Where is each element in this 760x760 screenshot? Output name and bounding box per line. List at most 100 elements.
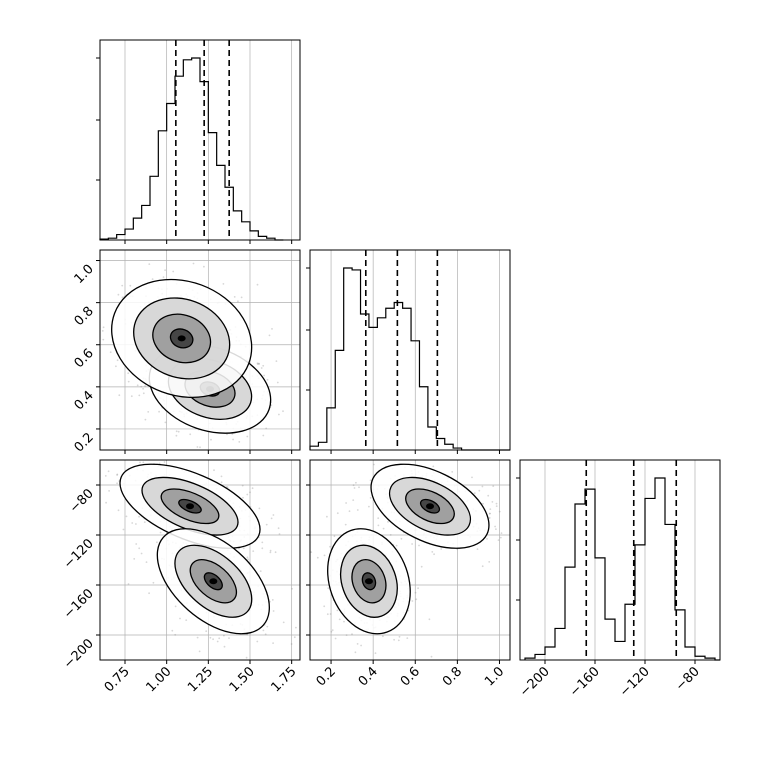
scatter-point [198,650,201,653]
x-tick-label: −120 [617,664,653,700]
scatter-point [179,617,181,620]
scatter-point [223,645,226,648]
histogram-bar [335,350,343,450]
scatter-point [348,510,351,513]
histogram-bar [428,427,436,450]
scatter-point [226,486,229,489]
histogram-bar [605,619,615,660]
histogram-bar [545,647,555,660]
y-tick-label: −160 [61,586,97,622]
scatter-point [237,300,239,303]
scatter-point [393,638,395,641]
histogram-bar [125,229,133,240]
scatter-point [263,374,265,377]
scatter-point [326,515,328,518]
scatter-point [205,630,208,633]
histogram-bar [565,567,575,660]
scatter-point [345,502,347,504]
scatter-point [488,561,491,563]
histogram-bar [150,176,158,240]
scatter-point [418,544,420,547]
scatter-point [109,351,112,354]
scatter-point [290,643,293,645]
scatter-point [129,284,132,287]
scatter-point [417,587,419,590]
scatter-point [196,446,199,448]
scatter-point [135,543,138,545]
scatter-point [252,550,255,552]
scatter-point [148,263,151,265]
x-tick-label: 0.2 [314,664,339,689]
scatter-point [247,558,250,561]
scatter-point [495,502,498,505]
density-peak [426,503,434,510]
histogram-bar [117,235,125,240]
y-tick-label: 1.0 [72,262,97,287]
scatter-point [377,517,380,520]
scatter-point [116,359,119,362]
scatter-point [125,515,128,518]
scatter-point [203,265,205,268]
scatter-point [360,644,362,647]
histogram-bar [419,387,427,450]
scatter-point [262,629,265,632]
scatter-point [164,421,167,424]
scatter-point [156,541,158,544]
scatter-point [127,372,130,375]
scatter-point [121,284,124,287]
scatter-point [271,599,274,601]
histogram-bar [361,314,369,450]
x-tick-label: 1.00 [143,664,174,695]
scatter-point [159,531,162,534]
scatter-point [330,630,333,633]
scatter-point [336,609,339,612]
histogram-bar [369,327,377,450]
histogram-bar [595,558,605,660]
scatter-point [351,633,353,636]
y-tick-label: −120 [61,536,97,572]
scatter-point [102,326,105,329]
scatter-point [389,534,392,536]
scatter-point [432,465,435,468]
scatter-point [131,522,134,524]
scatter-point [310,551,313,553]
scatter-point [491,501,494,503]
scatter-point [171,629,174,632]
x-tick-label: 1.75 [268,664,299,695]
scatter-point [209,636,212,639]
x-tick-label: −200 [517,664,553,700]
scatter-point [261,541,264,544]
scatter-point [142,392,145,395]
scatter-point [185,619,188,621]
scatter-point [258,363,260,365]
scatter-point [323,554,326,557]
scatter-point [476,548,479,550]
scatter-point [102,338,105,341]
scatter-point [158,410,161,413]
scatter-point [395,544,398,547]
scatter-point [133,558,136,560]
panel-background [520,460,720,660]
scatter-point [266,625,269,628]
scatter-point [148,592,151,595]
panel-frame [99,39,301,241]
histogram-bar [575,504,585,660]
scatter-point [431,551,434,553]
scatter-point [246,435,249,438]
scatter-point [471,476,473,479]
histogram-bar [403,308,411,450]
scatter-point [269,551,272,554]
histogram-bar [158,131,166,240]
scatter-point [373,463,375,466]
scatter-point [258,362,260,365]
scatter-point [262,364,265,367]
scatter-point [104,475,107,477]
x-tick-label: 0.6 [398,664,423,689]
scatter-point [387,521,389,523]
x-tick-label: 1.0 [482,664,507,689]
scatter-point [138,547,141,550]
scatter-point [256,640,259,643]
histogram-step-line [99,57,284,241]
scatter-point [486,538,488,540]
scatter-point [428,618,431,621]
